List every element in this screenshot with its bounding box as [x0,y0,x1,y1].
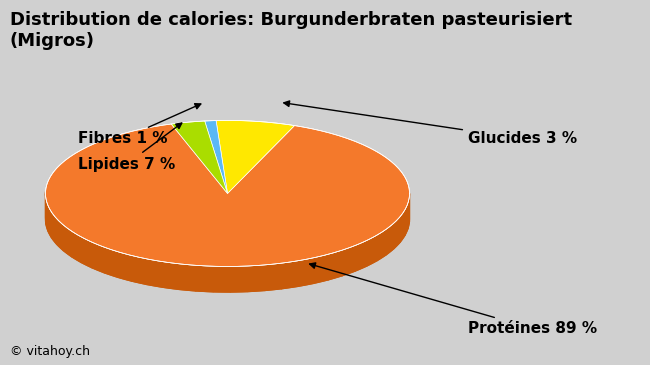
Polygon shape [105,247,118,277]
Polygon shape [196,265,213,292]
Polygon shape [386,223,394,255]
Polygon shape [92,242,105,273]
Polygon shape [171,121,228,193]
Polygon shape [46,193,410,292]
Text: Glucides 3 %: Glucides 3 % [284,101,577,146]
Polygon shape [230,266,248,292]
Text: Lipides 7 %: Lipides 7 % [78,123,182,172]
Text: Fibres 1 %: Fibres 1 % [78,104,201,146]
Polygon shape [205,120,228,193]
Polygon shape [48,205,51,238]
Polygon shape [46,124,410,266]
Polygon shape [377,229,386,261]
Text: Distribution de calories: Burgunderbraten pasteurisiert
(Migros): Distribution de calories: Burgunderbrate… [10,11,572,50]
Polygon shape [46,124,410,266]
Polygon shape [367,235,377,266]
Polygon shape [81,237,92,268]
Polygon shape [163,262,179,289]
Polygon shape [298,258,313,287]
Polygon shape [328,250,342,280]
Polygon shape [355,241,367,271]
Polygon shape [313,254,328,283]
Polygon shape [57,219,64,251]
Polygon shape [118,252,132,281]
Polygon shape [281,261,298,289]
Polygon shape [213,266,230,292]
Text: Protéines 89 %: Protéines 89 % [309,263,597,336]
Polygon shape [248,265,265,292]
Polygon shape [179,264,196,291]
Polygon shape [216,120,294,193]
Polygon shape [132,255,147,284]
Polygon shape [205,120,228,193]
Polygon shape [171,121,228,193]
Polygon shape [342,246,355,276]
Polygon shape [405,203,408,235]
Polygon shape [408,196,410,229]
Polygon shape [400,210,405,242]
Polygon shape [265,263,281,291]
Polygon shape [216,120,294,193]
Polygon shape [51,212,57,244]
Text: © vitahoy.ch: © vitahoy.ch [10,345,90,358]
Polygon shape [64,225,72,257]
Polygon shape [147,259,163,287]
Polygon shape [394,216,400,249]
Polygon shape [72,231,81,262]
Polygon shape [46,199,48,231]
